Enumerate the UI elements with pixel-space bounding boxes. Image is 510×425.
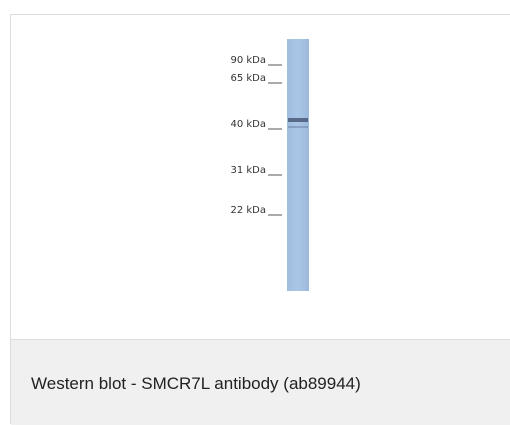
blot-lane	[287, 39, 309, 291]
marker-label: 22 kDa	[230, 205, 266, 216]
caption-area: Western blot - SMCR7L antibody (ab89944)	[11, 339, 510, 425]
marker-label: 31 kDa	[230, 165, 266, 176]
blot-image: 90 kDa 65 kDa 40 kDa 31 kDa 22 kDa	[11, 15, 510, 339]
blot-band	[288, 118, 308, 122]
marker-label: 65 kDa	[230, 73, 266, 84]
marker-label: 40 kDa	[230, 119, 266, 130]
blot-band-faint	[288, 126, 308, 128]
figure-card: 90 kDa 65 kDa 40 kDa 31 kDa 22 kDa Western b…	[10, 14, 510, 424]
marker-label: 90 kDa	[230, 55, 266, 66]
caption: Western blot - SMCR7L antibody (ab89944)	[31, 374, 361, 394]
marker-labels: 90 kDa 65 kDa 40 kDa 31 kDa 22 kDa	[230, 55, 282, 216]
page: {"figure": {"markers": ["90 kDa", "65 kD…	[0, 0, 510, 424]
